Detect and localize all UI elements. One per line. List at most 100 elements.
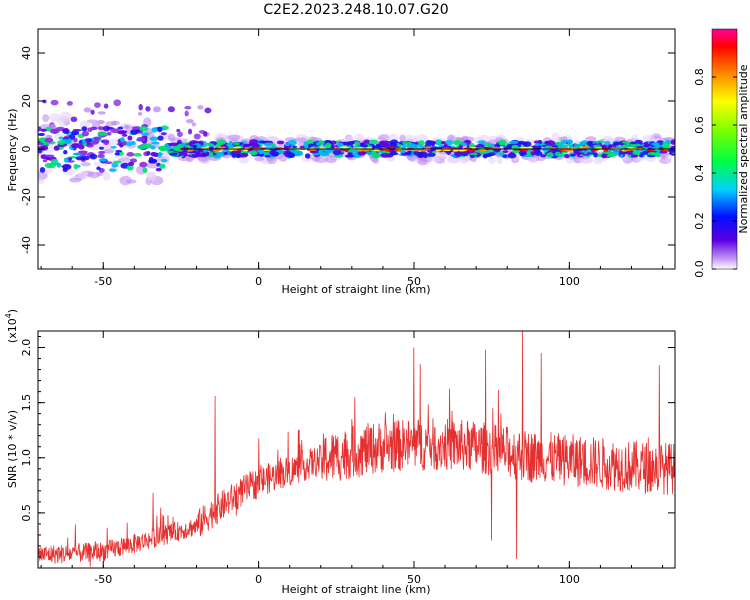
heat-cell xyxy=(244,144,250,149)
heat-cell xyxy=(115,149,123,153)
heat-cell xyxy=(114,152,120,156)
heat-cell xyxy=(303,141,308,148)
heat-cell xyxy=(601,153,608,159)
heat-cell xyxy=(415,134,429,142)
heat-cell xyxy=(670,145,675,149)
colorbar-tick-label: 0.4 xyxy=(693,164,706,182)
heat-cell xyxy=(137,111,143,116)
heat-cell xyxy=(286,152,296,159)
heat-cell xyxy=(81,139,86,144)
heat-cell xyxy=(454,152,463,157)
heat-cell xyxy=(187,128,193,135)
heat-cell xyxy=(142,167,148,174)
heat-cell xyxy=(139,126,149,132)
heat-cell xyxy=(130,141,136,146)
heat-cell xyxy=(271,151,280,156)
heat-cell xyxy=(408,142,414,149)
heat-cell xyxy=(104,161,113,164)
heat-cell xyxy=(42,114,50,123)
heat-cell xyxy=(98,158,108,162)
heat-cell xyxy=(233,142,240,146)
heat-cell xyxy=(203,149,208,153)
heat-cell xyxy=(60,115,71,122)
heat-cell xyxy=(155,167,162,172)
heat-cell xyxy=(148,158,158,164)
heat-cell xyxy=(152,106,161,113)
heat-cell xyxy=(127,135,133,141)
heat-cell xyxy=(149,136,159,141)
heat-cell xyxy=(460,150,470,155)
heat-cell xyxy=(138,103,143,111)
heat-cell xyxy=(131,126,142,130)
heat-cell xyxy=(518,150,527,155)
heat-cell xyxy=(583,150,588,155)
heat-cell xyxy=(506,144,513,150)
heat-cell xyxy=(418,140,425,146)
heat-cell xyxy=(478,149,488,152)
heat-cell xyxy=(50,99,59,106)
heat-cell xyxy=(537,139,543,145)
x-tick-label: 50 xyxy=(407,275,421,288)
spectrogram-y-label: Frequency (Hz) xyxy=(6,109,19,192)
heat-cell xyxy=(111,121,117,126)
heat-cell xyxy=(217,146,226,149)
heat-cell xyxy=(296,150,302,154)
heat-cell xyxy=(87,127,93,133)
heat-cell xyxy=(204,107,212,114)
heat-cell xyxy=(80,161,91,167)
heat-cell xyxy=(332,149,341,156)
heat-cell xyxy=(613,141,621,146)
snr-y-multiplier: (x104) xyxy=(4,309,19,343)
heat-cell xyxy=(58,136,65,140)
snr-panel: -50 0 50 100 0.5 1.0 1.5 2.0 Height of straight… xyxy=(4,309,676,596)
heat-cell xyxy=(197,105,204,110)
heat-cell xyxy=(159,163,166,169)
heat-cell xyxy=(427,152,436,157)
colorbar-ticks: 0.0 0.2 0.4 0.6 0.8 xyxy=(693,68,737,278)
heat-cell xyxy=(619,154,624,157)
heat-cell xyxy=(110,128,120,134)
snr-ticks: -50 0 50 100 0.5 1.0 1.5 2.0 xyxy=(20,331,675,586)
y-tick-label: 20 xyxy=(20,94,33,108)
heat-cell xyxy=(440,141,447,145)
heat-cell xyxy=(318,140,325,146)
heat-cell xyxy=(86,144,94,148)
heat-cell xyxy=(469,152,479,156)
heat-cell xyxy=(126,152,135,157)
heat-cell xyxy=(665,154,672,164)
heat-cell xyxy=(373,149,381,152)
heat-cell xyxy=(49,128,59,134)
heat-cell xyxy=(511,144,519,150)
y-tick-label: -20 xyxy=(20,188,33,206)
heat-cell xyxy=(520,146,528,149)
heat-cell xyxy=(623,149,631,152)
heat-cell xyxy=(509,151,515,157)
heat-cell xyxy=(59,120,66,128)
heat-cell xyxy=(595,140,600,144)
heat-cell xyxy=(659,150,668,154)
spectrogram-panel: -50 0 50 100 -40 -20 0 20 40 Height of straight … xyxy=(6,28,676,296)
heat-cell xyxy=(83,107,92,113)
heat-cell xyxy=(358,149,364,152)
heat-cell xyxy=(203,131,208,137)
heat-cell xyxy=(423,146,432,149)
x-tick-label: 100 xyxy=(559,275,580,288)
heat-cell xyxy=(263,149,270,152)
heat-cell xyxy=(389,146,395,149)
heat-cell xyxy=(117,130,127,135)
heat-cell xyxy=(432,157,441,163)
heat-cell xyxy=(73,137,78,143)
heat-cell xyxy=(521,141,528,146)
heat-cell xyxy=(42,159,48,163)
colorbar-gradient xyxy=(711,28,738,270)
heat-cell xyxy=(90,109,95,115)
heat-cell xyxy=(445,139,454,146)
heat-cell xyxy=(443,143,448,149)
heat-cell xyxy=(412,149,420,152)
heat-cell xyxy=(98,150,106,155)
heat-cell xyxy=(488,156,496,164)
heat-cell xyxy=(621,141,631,144)
heat-cell xyxy=(63,157,69,163)
heat-cell xyxy=(145,162,160,169)
